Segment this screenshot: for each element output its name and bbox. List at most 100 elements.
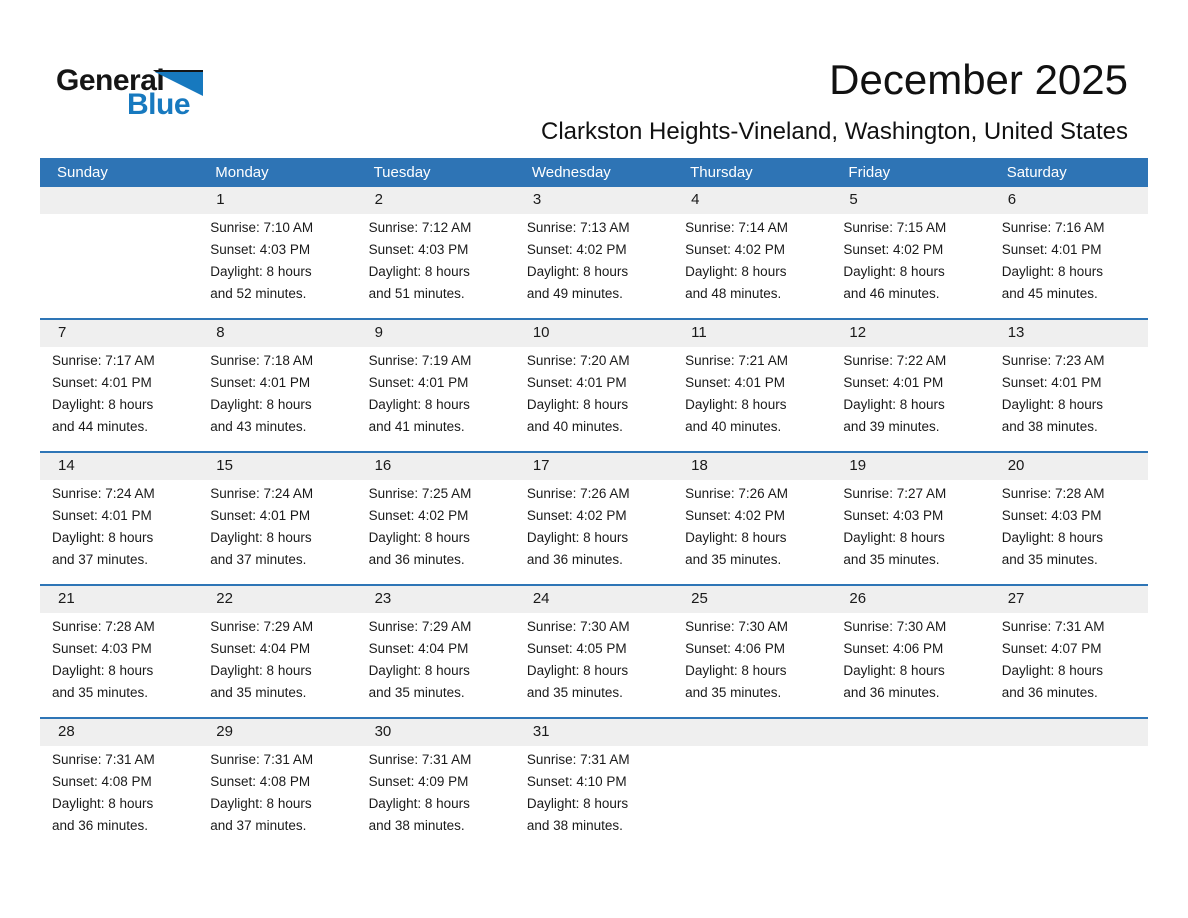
day-detail-line: Daylight: 8 hours xyxy=(368,663,470,678)
day-number-28: 28 xyxy=(58,723,75,740)
day-cell-31: Sunrise: 7:31 AM Sunset: 4:10 PM Daylight:… xyxy=(515,746,673,850)
day-cell-29: Sunrise: 7:31 AM Sunset: 4:08 PM Daylight:… xyxy=(198,746,356,850)
day-detail-line: Daylight: 8 hours xyxy=(843,663,945,678)
day-cell-empty xyxy=(831,746,989,850)
day-detail-line: Daylight: 8 hours xyxy=(1001,397,1104,412)
day-detail-line: Sunset: 4:10 PM xyxy=(526,774,627,789)
day-cell-5: Sunrise: 7:15 AM Sunset: 4:02 PM Daylight:… xyxy=(831,214,989,318)
day-detail-line: and 37 minutes. xyxy=(210,818,307,833)
day-cell-26: Sunrise: 7:30 AM Sunset: 4:06 PM Daylight:… xyxy=(831,613,989,717)
day-number-12: 12 xyxy=(849,324,867,341)
day-detail-line: Daylight: 8 hours xyxy=(526,796,629,811)
week-details-band: Sunrise: 7:17 AM Sunset: 4:01 PM Daylight:… xyxy=(40,347,1148,451)
day-cell-19: Sunrise: 7:27 AM Sunset: 4:03 PM Daylight:… xyxy=(831,480,989,584)
day-cell-10: Sunrise: 7:20 AM Sunset: 4:01 PM Daylight:… xyxy=(515,347,673,451)
day-detail-line: Sunset: 4:08 PM xyxy=(52,774,152,789)
week-row: 14 15 16 17 18 19 20 Sunrise: 7:24 AM Sunset: 4:… xyxy=(40,451,1148,584)
day-detail-line: Sunrise: 7:10 AM xyxy=(210,220,314,235)
day-number-20: 20 xyxy=(1007,457,1025,474)
day-number-4: 4 xyxy=(691,191,700,208)
day-cell-11: Sunrise: 7:21 AM Sunset: 4:01 PM Daylight:… xyxy=(673,347,831,451)
day-header-monday: Monday xyxy=(215,164,269,181)
week-row: 7 8 9 10 11 12 13 Sunrise: 7:17 AM Sunset: 4:01 … xyxy=(40,318,1148,451)
day-cell-2: Sunrise: 7:12 AM Sunset: 4:03 PM Daylight:… xyxy=(357,214,515,318)
day-detail-line: Daylight: 8 hours xyxy=(685,264,787,279)
logo-triangle-icon xyxy=(153,70,203,101)
day-number-11: 11 xyxy=(691,324,707,341)
day-header-tuesday: Tuesday xyxy=(373,164,431,181)
day-number-21: 21 xyxy=(58,590,75,607)
day-detail-line: Sunset: 4:01 PM xyxy=(210,508,311,523)
day-number-empty xyxy=(990,719,1148,746)
day-detail-line: Sunrise: 7:25 AM xyxy=(368,486,472,501)
day-detail-line: Daylight: 8 hours xyxy=(368,530,470,545)
day-cell-empty xyxy=(990,746,1148,850)
day-detail-line: Sunrise: 7:18 AM xyxy=(210,353,314,368)
day-detail-line: Sunrise: 7:29 AM xyxy=(210,619,314,634)
day-number-7: 7 xyxy=(58,324,67,341)
day-detail-line: Sunset: 4:06 PM xyxy=(843,641,944,656)
day-detail-line: Sunrise: 7:13 AM xyxy=(526,220,630,235)
day-cell-22: Sunrise: 7:29 AM Sunset: 4:04 PM Daylight:… xyxy=(198,613,356,717)
day-number-1: 1 xyxy=(216,191,225,208)
day-detail-line: Sunset: 4:03 PM xyxy=(843,508,944,523)
day-detail-line: Sunrise: 7:30 AM xyxy=(526,619,630,634)
day-detail-line: Sunset: 4:04 PM xyxy=(210,641,311,656)
day-number-25: 25 xyxy=(691,590,708,607)
day-detail-line: and 41 minutes. xyxy=(368,419,465,434)
calendar-weeks: 1 2 3 4 5 6 Sunrise: 7:10 AM Sunset: 4:03 PM Day… xyxy=(40,187,1148,850)
day-detail-line: Daylight: 8 hours xyxy=(368,264,470,279)
day-detail-line: Daylight: 8 hours xyxy=(843,397,945,412)
logo-text-blue: Blue xyxy=(127,88,191,121)
day-cell-12: Sunrise: 7:22 AM Sunset: 4:01 PM Daylight:… xyxy=(831,347,989,451)
day-detail-line: Sunset: 4:02 PM xyxy=(685,242,785,257)
week-numbers-band: 7 8 9 10 11 12 13 xyxy=(40,320,1148,347)
day-detail-line: Daylight: 8 hours xyxy=(210,663,312,678)
week-row: 28 29 30 31 Sunrise: 7:31 AM Sunset: 4:08 PM D… xyxy=(40,717,1148,850)
day-cell-6: Sunrise: 7:16 AM Sunset: 4:01 PM Daylight:… xyxy=(990,214,1148,318)
day-number-14: 14 xyxy=(58,457,75,474)
day-detail-line: and 35 minutes. xyxy=(1001,552,1098,567)
day-number-empty xyxy=(831,719,989,746)
day-number-empty xyxy=(673,719,831,746)
day-detail-line: Daylight: 8 hours xyxy=(1001,663,1104,678)
day-cell-23: Sunrise: 7:29 AM Sunset: 4:04 PM Daylight:… xyxy=(357,613,515,717)
day-detail-line: Sunrise: 7:17 AM xyxy=(52,353,155,368)
day-detail-line: and 36 minutes. xyxy=(52,818,149,833)
day-detail-line: Sunrise: 7:24 AM xyxy=(52,486,155,501)
logo-text-general: General xyxy=(56,64,165,97)
day-detail-line: Sunset: 4:01 PM xyxy=(843,375,944,390)
day-detail-line: and 38 minutes. xyxy=(368,818,465,833)
day-detail-line: and 36 minutes. xyxy=(526,552,623,567)
day-header-friday: Friday xyxy=(848,164,891,181)
day-detail-line: Sunrise: 7:31 AM xyxy=(52,752,155,767)
day-detail-line: Sunset: 4:07 PM xyxy=(1001,641,1102,656)
day-detail-line: and 39 minutes. xyxy=(843,419,940,434)
day-header-sunday: Sunday xyxy=(57,164,108,181)
day-detail-line: Sunrise: 7:31 AM xyxy=(526,752,630,767)
day-detail-line: Daylight: 8 hours xyxy=(685,530,787,545)
page-subtitle: Clarkston Heights-Vineland, Washington, … xyxy=(541,118,1128,145)
week-row: 1 2 3 4 5 6 Sunrise: 7:10 AM Sunset: 4:03 PM Day… xyxy=(40,187,1148,318)
day-number-16: 16 xyxy=(374,457,392,474)
day-detail-line: Daylight: 8 hours xyxy=(526,663,629,678)
day-detail-line: Sunset: 4:02 PM xyxy=(526,508,627,523)
day-detail-line: Daylight: 8 hours xyxy=(368,796,470,811)
day-cell-16: Sunrise: 7:25 AM Sunset: 4:02 PM Daylight:… xyxy=(357,480,515,584)
day-detail-line: Daylight: 8 hours xyxy=(526,264,629,279)
day-cell-empty xyxy=(40,214,198,318)
day-detail-line: Sunrise: 7:30 AM xyxy=(843,619,947,634)
day-detail-line: Daylight: 8 hours xyxy=(52,663,154,678)
week-numbers-band: 21 22 23 24 25 26 27 xyxy=(40,586,1148,613)
day-detail-line: and 35 minutes. xyxy=(843,552,940,567)
day-detail-line: and 38 minutes. xyxy=(526,818,623,833)
day-detail-line: Daylight: 8 hours xyxy=(210,397,312,412)
day-detail-line: Sunrise: 7:20 AM xyxy=(526,353,630,368)
day-number-24: 24 xyxy=(532,590,550,607)
day-cell-18: Sunrise: 7:26 AM Sunset: 4:02 PM Daylight:… xyxy=(673,480,831,584)
day-cell-15: Sunrise: 7:24 AM Sunset: 4:01 PM Daylight:… xyxy=(198,480,356,584)
day-detail-line: Sunrise: 7:23 AM xyxy=(1001,353,1105,368)
day-detail-line: Daylight: 8 hours xyxy=(843,530,945,545)
day-detail-line: Sunrise: 7:28 AM xyxy=(52,619,155,634)
day-number-10: 10 xyxy=(532,324,550,341)
